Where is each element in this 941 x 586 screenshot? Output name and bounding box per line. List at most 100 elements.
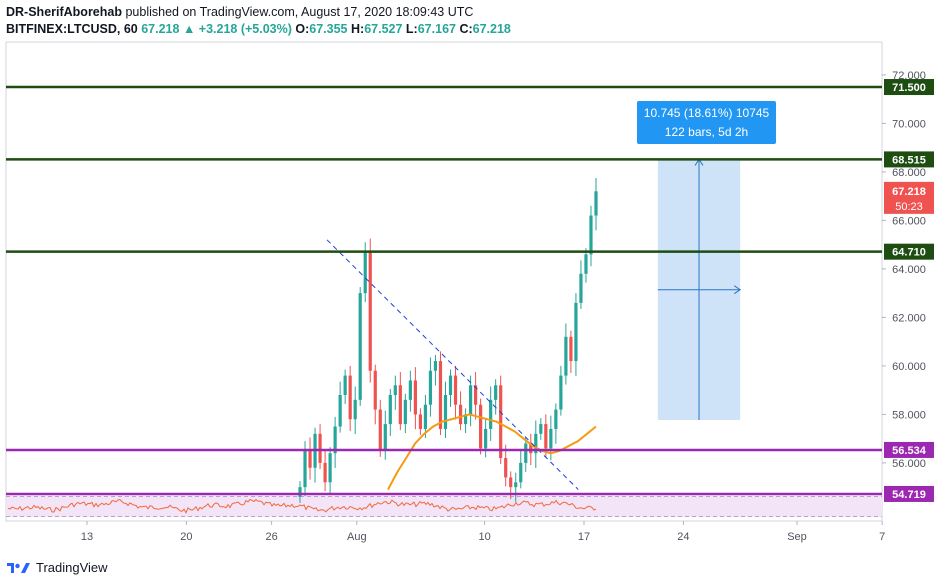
publish-line: DR-SherifAborehab published on TradingVi… — [6, 4, 511, 21]
candle-body — [328, 453, 332, 483]
x-tick-label: 20 — [180, 531, 192, 543]
candle-body — [569, 336, 573, 362]
candle-body — [574, 302, 578, 362]
x-tick-label: 17 — [578, 531, 590, 543]
candles — [298, 177, 598, 503]
time-axis[interactable]: :00132026Aug101724Sep7 — [0, 520, 885, 543]
x-tick-label: 24 — [677, 531, 689, 543]
candle-body — [393, 385, 397, 395]
rsi-band — [6, 496, 882, 517]
candle-body — [448, 375, 453, 395]
candle-body — [554, 409, 558, 429]
x-tick-label: Aug — [347, 531, 367, 543]
candle-body — [423, 404, 428, 429]
candle-body — [348, 375, 352, 420]
close-value: 67.218 — [472, 22, 511, 36]
candle-body — [559, 375, 563, 410]
candle-body — [408, 380, 412, 400]
chart-header: DR-SherifAborehab published on TradingVi… — [6, 4, 511, 38]
candle-body — [539, 424, 543, 434]
author-name[interactable]: DR-SherifAborehab — [6, 5, 122, 19]
candle-body — [388, 395, 392, 425]
level-tag-56.534[interactable] — [884, 441, 934, 458]
candle-body — [378, 409, 382, 451]
level-tag-text-68.515: 68.515 — [892, 154, 926, 166]
measure-label-line1: 10.745 (18.61%) 10745 — [644, 106, 770, 120]
candle-body — [298, 487, 302, 497]
x-tick-label: 26 — [265, 531, 277, 543]
candle-body — [529, 443, 533, 454]
level-tag-68.515[interactable] — [884, 151, 934, 168]
candle-body — [514, 482, 518, 488]
level-tag-64.710[interactable] — [884, 243, 934, 260]
candle-body — [428, 370, 433, 405]
x-tick-label: 13 — [81, 531, 93, 543]
candle-body — [504, 458, 508, 478]
candle-body — [499, 385, 503, 459]
candle-body — [453, 375, 458, 405]
candle-body — [383, 424, 387, 451]
candle-body — [544, 424, 548, 449]
last-price-tag[interactable] — [884, 181, 934, 214]
candle-body — [373, 370, 377, 410]
chart-canvas[interactable]: 10.745 (18.61%) 10745 122 bars, 5d 2h 71.… — [0, 0, 941, 560]
tradingview-brand[interactable]: TradingView — [36, 560, 108, 575]
y-tick-label: 62.000 — [892, 312, 926, 324]
level-tag-text-56.534: 56.534 — [892, 445, 927, 457]
tradingview-logo-icon — [7, 562, 30, 573]
footer: TradingView — [6, 560, 108, 575]
low-label: L: — [405, 22, 418, 36]
y-tick-label: 70.000 — [892, 118, 926, 130]
y-tick-label: 72.000 — [892, 70, 926, 82]
measure-tool[interactable]: 10.745 (18.61%) 10745 122 bars, 5d 2h — [637, 101, 776, 420]
published-text: published on TradingView.com, August 17,… — [125, 5, 474, 19]
horizontal-levels[interactable] — [6, 85, 882, 496]
level-tag-text-64.710: 64.710 — [892, 247, 926, 259]
candle-body — [524, 443, 528, 463]
candle-body — [358, 293, 362, 400]
rsi-line — [7, 498, 597, 514]
high-label: H: — [351, 22, 365, 36]
candle-body — [338, 395, 342, 427]
level-tag-text-71.500: 71.500 — [892, 82, 926, 94]
last-value: 67.218 — [141, 22, 180, 36]
measure-arrow-head-right — [733, 285, 742, 295]
open-value: 67.355 — [309, 22, 348, 36]
candle-body — [458, 404, 463, 425]
candle-body — [318, 433, 322, 463]
y-tick-label: 56.000 — [892, 458, 926, 470]
candle-body — [489, 399, 493, 429]
candle-body — [534, 433, 538, 454]
candle-body — [519, 462, 523, 483]
candle-body — [473, 385, 478, 405]
candle-body — [353, 399, 357, 420]
candle-body — [443, 395, 448, 429]
x-tick-label: 7 — [879, 531, 885, 543]
y-tick-label: 60.000 — [892, 361, 926, 373]
candle-body — [398, 385, 402, 425]
open-label: O: — [295, 22, 310, 36]
candle-body — [468, 385, 473, 415]
candle-body — [494, 385, 498, 400]
candle-body — [438, 361, 443, 429]
candle-body — [564, 336, 568, 376]
last-price-text: 67.218 — [892, 186, 926, 198]
candle-body — [509, 477, 513, 488]
x-tick-label: Sep — [787, 531, 807, 543]
symbol-label[interactable]: BITFINEX:LTCUSD, 60 — [6, 22, 138, 36]
level-tag-54.719[interactable] — [884, 485, 934, 502]
candle-body — [323, 462, 327, 483]
candle-body — [584, 254, 588, 274]
candle-body — [303, 450, 307, 488]
level-tag-71.500[interactable] — [884, 79, 934, 96]
change-value: ▲ +3.218 (+5.03%) — [182, 22, 292, 36]
low-value: 67.167 — [417, 22, 456, 36]
countdown-text: 50:23 — [895, 201, 923, 213]
price-axis[interactable]: 71.500 68.515 64.710 56.534 54.719 56.000 58.0… — [882, 70, 934, 502]
ohlc-line: BITFINEX:LTCUSD, 60 67.218 ▲ +3.218 (+5.… — [6, 21, 511, 38]
measure-label-box[interactable] — [637, 101, 776, 144]
candle-body — [308, 450, 312, 468]
y-tick-label: 66.000 — [892, 215, 926, 227]
y-tick-label: 64.000 — [892, 264, 926, 276]
candle-body — [433, 361, 438, 371]
